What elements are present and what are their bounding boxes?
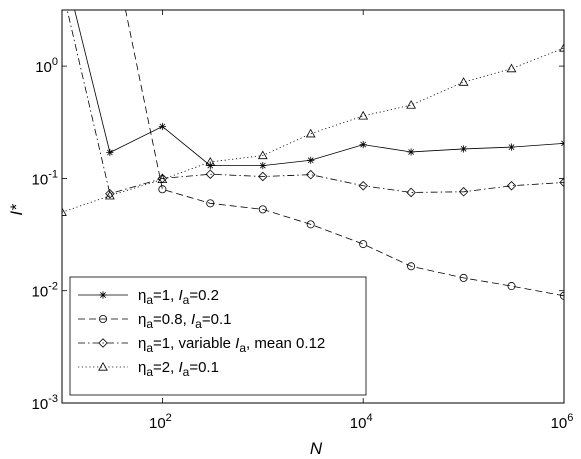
series-4-point xyxy=(157,174,168,183)
series-1-point xyxy=(259,162,267,170)
legend-box xyxy=(69,276,367,396)
legend: ηa=1, Ia=0.2 ηa=0.8, Ia=0.1 ηa=1, variable… xyxy=(69,276,367,396)
series-1-point xyxy=(359,141,367,149)
series-1-point xyxy=(407,148,415,156)
series-4-point xyxy=(458,77,469,86)
series-1-point xyxy=(460,145,468,153)
series-4-point xyxy=(257,150,268,160)
y-tick-label: 10-3 xyxy=(32,393,58,413)
series-4-point xyxy=(305,128,316,138)
series-1-point xyxy=(507,143,516,151)
plot-frame xyxy=(61,9,565,404)
legend-label-2: ηa=0.8, Ia=0.1 xyxy=(138,311,231,331)
x-tick-label: 102 xyxy=(149,412,172,432)
series-1-point xyxy=(206,162,214,170)
series-layer xyxy=(62,10,564,300)
series-2-point xyxy=(158,185,167,194)
legend-marker-2 xyxy=(99,314,108,323)
x-tick-label: 104 xyxy=(350,412,373,432)
x-tick-label: 106 xyxy=(551,412,574,432)
series-3-point xyxy=(458,187,469,197)
legend-marker-1 xyxy=(99,291,107,299)
series-4-point xyxy=(406,100,416,109)
legend-marker-4 xyxy=(98,361,108,371)
series-1-point xyxy=(158,122,166,131)
series-2-point xyxy=(459,273,468,282)
series-3-point xyxy=(406,187,416,198)
y-axis-label: I* xyxy=(7,203,26,216)
series-4-point xyxy=(506,63,517,73)
series-3-point xyxy=(258,171,268,182)
series-4-point xyxy=(205,156,216,166)
series-3-line xyxy=(66,10,564,195)
y-tick-label: 10-2 xyxy=(32,281,58,301)
series-3-point xyxy=(305,169,316,180)
series-2-line xyxy=(125,10,564,297)
series-3-point xyxy=(105,188,115,199)
legend-label-3: ηa=1, variable Ia, mean 0.12 xyxy=(138,335,325,355)
legend-marker-3 xyxy=(98,338,108,348)
series-3-point xyxy=(205,169,216,179)
series-1-point xyxy=(307,156,315,164)
series-2-point xyxy=(306,220,315,229)
series-1-point xyxy=(106,148,114,157)
series-4-point xyxy=(105,190,115,200)
series-4-point xyxy=(62,207,67,216)
series-2-point xyxy=(407,262,416,271)
series-4-point xyxy=(358,110,369,120)
legend-label-4: ηa=2, Ia=0.1 xyxy=(138,359,219,379)
series-2-point xyxy=(560,291,564,300)
series-2-point xyxy=(507,282,516,291)
x-axis-label: N xyxy=(310,439,323,458)
tick-layer: 102 104 106 10-3 10-2 10-1 100 xyxy=(32,10,574,432)
series-2-point xyxy=(359,240,368,249)
series-3-point xyxy=(358,180,368,191)
series-3-point xyxy=(506,180,517,191)
y-tick-label: 100 xyxy=(35,56,58,76)
y-tick-label: 10-1 xyxy=(32,168,58,188)
legend-label-1: ηa=1, Ia=0.2 xyxy=(138,287,219,307)
series-4-point xyxy=(559,42,564,52)
series-2-point xyxy=(258,205,267,214)
series-3-point xyxy=(559,177,564,188)
series-2-point xyxy=(206,199,215,208)
